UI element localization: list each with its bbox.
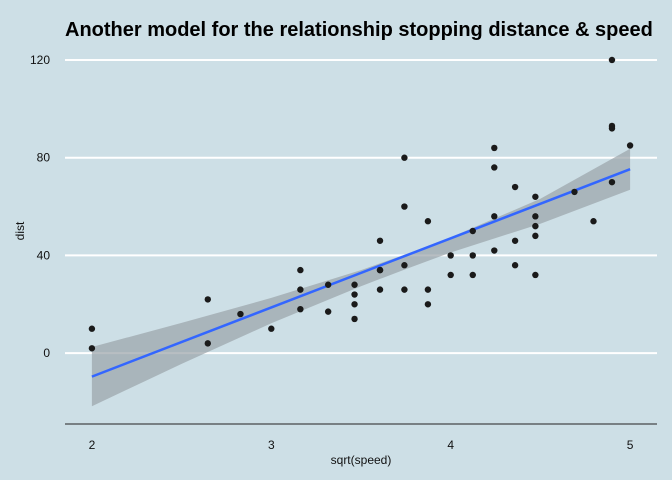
data-point-31 (491, 247, 498, 254)
tick-labels: 0 40 80 120 2 3 4 5 (30, 53, 634, 452)
confidence-band (91, 148, 631, 407)
y-tick-label-80: 80 (37, 151, 51, 165)
data-point-37 (511, 183, 519, 191)
grid-lines (65, 58, 657, 355)
data-point-39 (532, 232, 539, 240)
data-point-4 (237, 310, 244, 318)
data-point-2 (204, 340, 211, 347)
data-point-3 (204, 296, 211, 303)
data-point-21 (401, 203, 408, 210)
data-point-45 (608, 178, 616, 186)
data-point-22 (401, 154, 408, 161)
data-point-40 (532, 222, 539, 230)
data-point-5 (268, 325, 275, 332)
y-tick-label-120: 120 (30, 53, 50, 67)
data-point-34 (491, 144, 498, 152)
data-point-18 (376, 237, 384, 244)
data-point-25 (424, 218, 432, 225)
y-tick-label-0: 0 (43, 346, 50, 360)
chart-title: Another model for the relationship stopp… (65, 19, 653, 41)
data-point-36 (511, 237, 519, 244)
data-point-12 (351, 301, 358, 308)
data-point-8 (297, 266, 304, 274)
data-point-44 (590, 218, 597, 225)
data-point-1 (88, 325, 96, 332)
data-point-48 (608, 56, 616, 64)
data-point-11 (351, 315, 358, 323)
data-point-10 (324, 281, 332, 288)
confidence-band-area (91, 148, 631, 407)
data-point-35 (511, 262, 519, 269)
x-axis-label: sqrt(speed) (331, 453, 392, 467)
data-point-14 (351, 281, 358, 288)
data-point-49 (626, 142, 634, 149)
data-point-17 (376, 266, 384, 274)
data-point-27 (447, 252, 454, 259)
data-point-13 (351, 291, 358, 298)
data-point-6 (297, 305, 304, 313)
data-point-7 (297, 286, 304, 293)
x-tick-label-4: 4 (447, 438, 454, 452)
data-point-33 (491, 164, 498, 171)
y-axis-label: dist (13, 221, 27, 240)
data-point-26 (447, 271, 454, 279)
data-point-29 (469, 252, 476, 259)
data-points (88, 56, 634, 352)
data-point-23 (424, 301, 432, 308)
data-point-47 (608, 122, 616, 130)
data-point-32 (491, 213, 498, 220)
data-point-15 (376, 286, 384, 293)
data-point-20 (401, 262, 408, 269)
x-tick-label-2: 2 (89, 438, 96, 452)
y-tick-label-40: 40 (37, 248, 51, 262)
data-point-19 (401, 286, 408, 293)
data-point-24 (424, 286, 432, 293)
fit-line (91, 168, 631, 378)
data-point-0 (88, 345, 96, 352)
data-point-28 (469, 271, 476, 279)
data-point-9 (324, 308, 332, 315)
data-point-41 (532, 213, 539, 220)
x-tick-label-3: 3 (268, 438, 275, 452)
x-tick-label-5: 5 (627, 438, 634, 452)
data-point-43 (571, 188, 578, 196)
data-point-42 (532, 193, 539, 200)
data-point-30 (469, 227, 476, 235)
data-point-38 (532, 271, 539, 279)
regression-line (91, 168, 631, 378)
